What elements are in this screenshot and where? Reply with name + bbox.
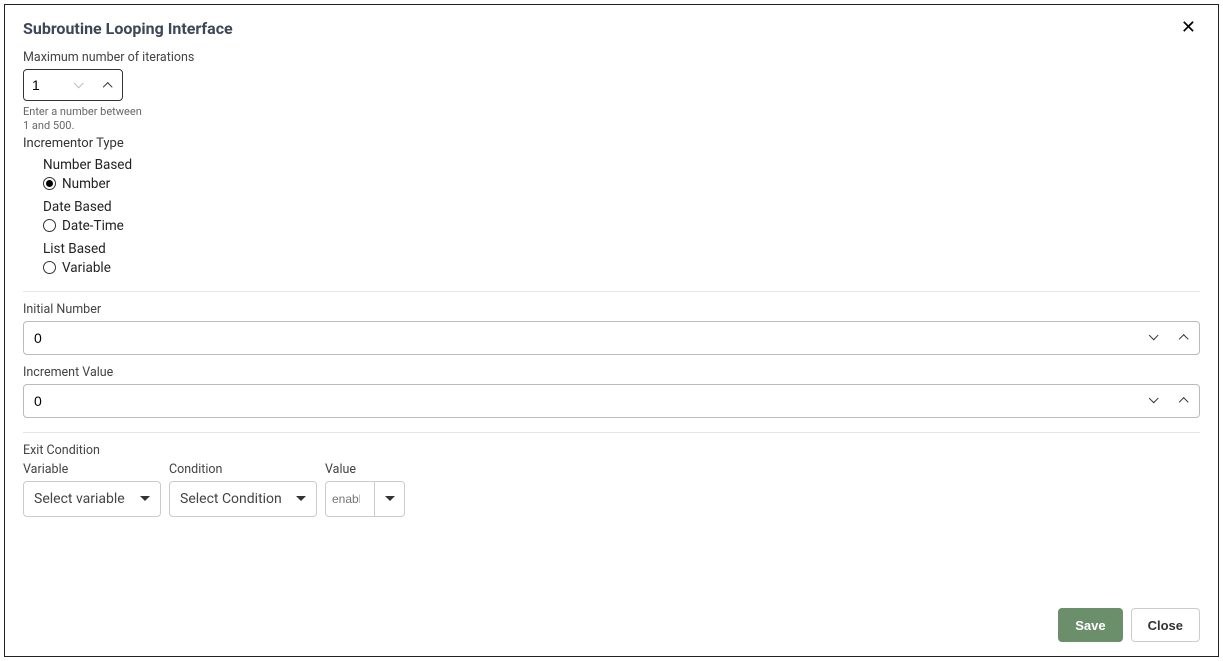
exit-value-input[interactable] xyxy=(326,486,366,512)
dialog-footer: Save Close xyxy=(5,594,1218,656)
incrementor-type-label: Incrementor Type xyxy=(23,136,1200,151)
increment-value-spinner xyxy=(23,384,1200,418)
divider xyxy=(23,291,1200,292)
group-list-based: List Based xyxy=(43,241,1200,257)
increment-value-increment[interactable] xyxy=(1169,385,1199,417)
initial-number-input[interactable] xyxy=(24,324,1139,352)
close-button[interactable]: Close xyxy=(1131,608,1200,642)
max-iterations-increment[interactable] xyxy=(93,70,122,100)
dialog-subroutine-looping: Subroutine Looping Interface ✕ Maximum n… xyxy=(4,4,1219,657)
exit-condition-text: Select Condition xyxy=(180,491,282,507)
radio-date-time-label: Date-Time xyxy=(62,218,124,234)
radio-variable[interactable]: Variable xyxy=(43,259,1200,277)
max-iterations-spinner xyxy=(23,69,123,101)
caret-down-icon xyxy=(296,496,306,501)
exit-condition-dropdown[interactable]: Select Condition xyxy=(169,481,317,517)
chevron-down-icon xyxy=(1149,394,1159,404)
max-iterations-label: Maximum number of iterations xyxy=(23,50,1200,65)
caret-down-icon xyxy=(385,496,395,501)
exit-value-dropdown[interactable] xyxy=(325,481,405,517)
close-icon[interactable]: ✕ xyxy=(1177,19,1200,37)
caret-down-icon xyxy=(140,496,150,501)
radio-date-time[interactable]: Date-Time xyxy=(43,217,1200,235)
exit-value-label: Value xyxy=(325,462,405,477)
save-button[interactable]: Save xyxy=(1058,608,1122,642)
dialog-header: Subroutine Looping Interface ✕ xyxy=(5,5,1218,38)
chevron-up-icon xyxy=(1179,334,1189,344)
radio-icon xyxy=(43,177,56,190)
exit-variable-col: Variable Select variable xyxy=(23,462,161,517)
exit-condition-sublabel: Condition xyxy=(169,462,317,477)
max-iterations-decrement[interactable] xyxy=(64,70,93,100)
increment-value-decrement[interactable] xyxy=(1139,385,1169,417)
initial-number-spinner xyxy=(23,321,1200,355)
chevron-down-icon xyxy=(73,78,83,88)
max-iterations-helper: Enter a number between 1 and 500. xyxy=(23,105,143,134)
divider xyxy=(23,432,1200,433)
exit-value-caret[interactable] xyxy=(374,482,404,516)
chevron-up-icon xyxy=(102,81,112,91)
increment-value-input[interactable] xyxy=(24,387,1139,415)
dialog-title: Subroutine Looping Interface xyxy=(23,19,1177,38)
initial-number-row: Initial Number xyxy=(23,302,1200,355)
exit-variable-text: Select variable xyxy=(34,491,125,507)
chevron-up-icon xyxy=(1179,397,1189,407)
initial-number-decrement[interactable] xyxy=(1139,322,1169,354)
radio-number-label: Number xyxy=(62,176,110,192)
chevron-down-icon xyxy=(1149,331,1159,341)
exit-condition-label: Exit Condition xyxy=(23,443,1200,458)
exit-value-col: Value xyxy=(325,462,405,517)
exit-variable-label: Variable xyxy=(23,462,161,477)
group-date-based: Date Based xyxy=(43,199,1200,215)
radio-icon xyxy=(43,261,56,274)
exit-condition-col: Condition Select Condition xyxy=(169,462,317,517)
increment-value-row: Increment Value xyxy=(23,365,1200,418)
radio-icon xyxy=(43,219,56,232)
increment-value-label: Increment Value xyxy=(23,365,1200,380)
exit-condition-row: Variable Select variable Condition Selec… xyxy=(23,462,1200,517)
radio-number[interactable]: Number xyxy=(43,175,1200,193)
dialog-body: Maximum number of iterations Enter a num… xyxy=(5,38,1218,594)
group-number-based: Number Based xyxy=(43,157,1200,173)
initial-number-increment[interactable] xyxy=(1169,322,1199,354)
exit-variable-dropdown[interactable]: Select variable xyxy=(23,481,161,517)
radio-variable-label: Variable xyxy=(62,260,111,276)
initial-number-label: Initial Number xyxy=(23,302,1200,317)
incrementor-type-group: Number Based Number Date Based Date-Time… xyxy=(23,157,1200,277)
max-iterations-input[interactable] xyxy=(24,71,64,99)
